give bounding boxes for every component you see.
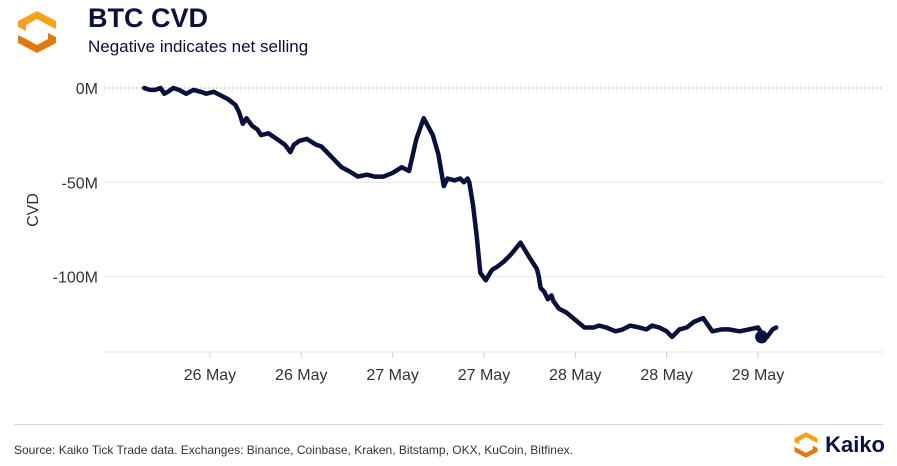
y-axis-label: CVD: [25, 193, 42, 227]
x-tick-label: 26 May: [275, 367, 327, 384]
chart-title: BTC CVD: [88, 3, 208, 33]
brand-logo: Kaiko: [792, 431, 885, 459]
brand-name: Kaiko: [825, 432, 885, 457]
chart-subtitle: Negative indicates net selling: [88, 37, 309, 56]
latest-value-marker: [755, 330, 769, 344]
x-tick-label: 28 May: [549, 367, 601, 384]
source-note: Source: Kaiko Tick Trade data. Exchanges…: [14, 443, 573, 457]
footer-divider: [14, 424, 883, 425]
y-tick-label: 0M: [76, 81, 98, 98]
x-tick-label: 26 May: [184, 367, 236, 384]
cvd-series-line: [141, 85, 779, 340]
x-tick-label: 27 May: [458, 367, 510, 384]
y-tick-label: -50M: [62, 175, 98, 192]
x-tick-label: 28 May: [640, 367, 692, 384]
y-tick-label: -100M: [53, 270, 98, 287]
x-tick-label: 27 May: [366, 367, 418, 384]
kaiko-footer-logo-icon: [794, 432, 818, 458]
kaiko-logo-icon: [18, 11, 56, 53]
x-tick-label: 29 May: [732, 367, 784, 384]
